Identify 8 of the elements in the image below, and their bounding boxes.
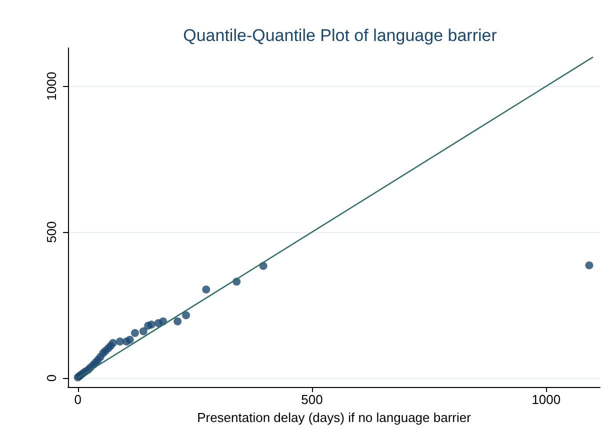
y-tick-label: 1000 <box>44 72 59 101</box>
y-tick-label: 0 <box>44 374 59 382</box>
x-tick-label: 500 <box>301 392 323 407</box>
x-tick-label: 1000 <box>532 392 561 407</box>
chart-title: Quantile-Quantile Plot of language barrier <box>183 26 498 45</box>
y-tick-label: 500 <box>44 221 59 243</box>
x-tick-label: 0 <box>74 392 82 407</box>
x-axis-title: Presentation delay (days) if no language barrier <box>197 410 472 425</box>
